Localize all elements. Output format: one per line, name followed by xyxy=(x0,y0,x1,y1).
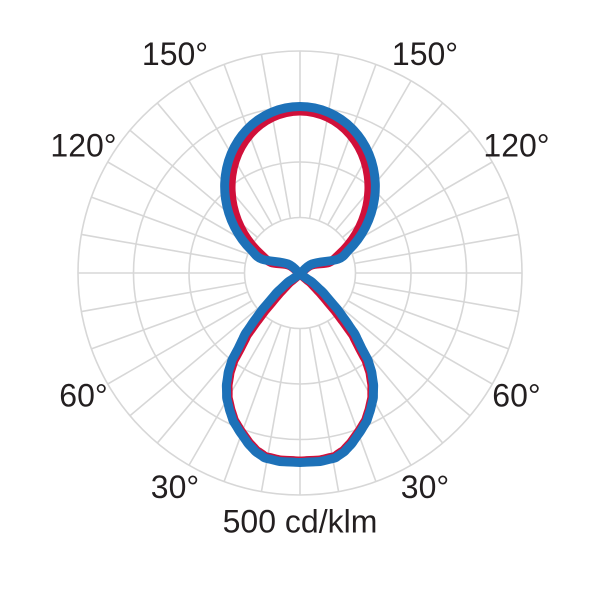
svg-text:30°: 30° xyxy=(151,469,199,505)
svg-text:60°: 60° xyxy=(59,377,107,413)
svg-text:30°: 30° xyxy=(401,469,449,505)
svg-text:150°: 150° xyxy=(392,36,458,72)
svg-text:120°: 120° xyxy=(50,127,116,163)
svg-text:120°: 120° xyxy=(483,127,549,163)
svg-text:150°: 150° xyxy=(142,36,208,72)
svg-text:60°: 60° xyxy=(492,377,540,413)
svg-text:500 cd/klm: 500 cd/klm xyxy=(223,503,378,539)
